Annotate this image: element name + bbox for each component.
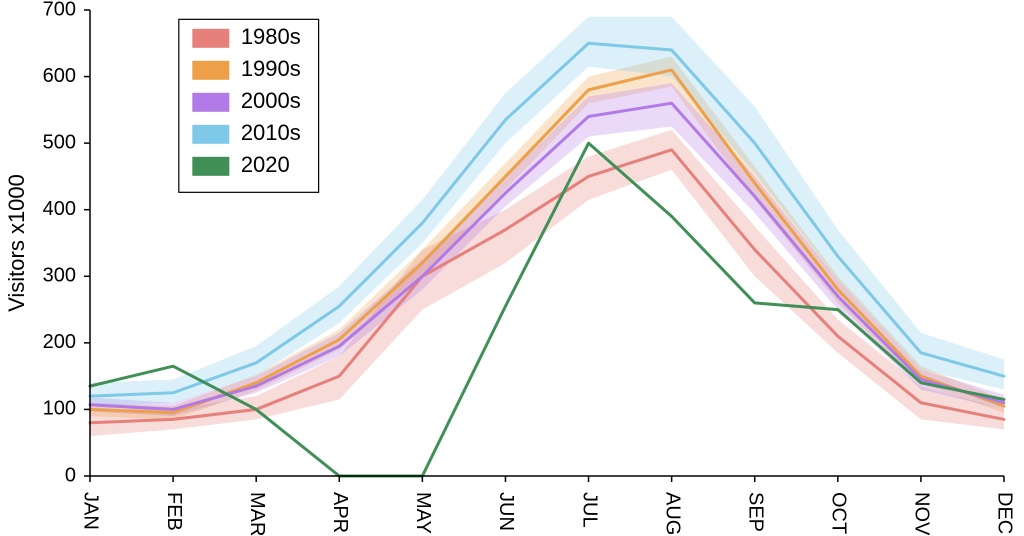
- x-tick-label: NOV: [911, 492, 933, 536]
- y-tick-label: 100: [43, 398, 76, 420]
- legend-label: 2000s: [241, 88, 301, 113]
- x-tick-label: MAR: [246, 492, 268, 536]
- x-tick-label: JUN: [495, 492, 517, 531]
- legend-swatch: [193, 157, 229, 175]
- visitors-chart: 0 100 200 300 400 500 600 700 Visitors x1000 JAN F…: [0, 0, 1024, 536]
- legend-label: 2020: [241, 152, 290, 177]
- legend: 1980s 1990s 2000s 2010s 2020: [179, 19, 319, 192]
- y-tick-label: 400: [43, 198, 76, 220]
- y-tick-label: 600: [43, 65, 76, 87]
- legend-label: 2010s: [241, 120, 301, 145]
- y-tick-label: 700: [43, 0, 76, 20]
- y-tick-label: 500: [43, 131, 76, 153]
- x-tick-label: JUL: [578, 492, 600, 528]
- legend-swatch: [193, 125, 229, 143]
- x-tick-label: DEC: [994, 492, 1016, 534]
- y-tick-label: 300: [43, 265, 76, 287]
- legend-swatch: [193, 61, 229, 79]
- chart-svg: 0 100 200 300 400 500 600 700 Visitors x1000 JAN F…: [0, 0, 1024, 536]
- y-tick-label: 0: [65, 464, 76, 486]
- x-tick-label: AUG: [661, 492, 683, 535]
- y-axis-label: Visitors x1000: [4, 174, 29, 312]
- x-tick-label: SEP: [744, 492, 766, 532]
- x-tick-label: FEB: [163, 492, 185, 531]
- x-tick-label: OCT: [828, 492, 850, 534]
- chart-bg: [0, 0, 1024, 536]
- x-tick-label: APR: [329, 492, 351, 533]
- x-tick-label: JAN: [80, 492, 102, 530]
- legend-label: 1980s: [241, 24, 301, 49]
- legend-label: 1990s: [241, 56, 301, 81]
- legend-swatch: [193, 29, 229, 47]
- x-tick-label: MAY: [412, 492, 434, 534]
- y-tick-label: 200: [43, 331, 76, 353]
- legend-swatch: [193, 93, 229, 111]
